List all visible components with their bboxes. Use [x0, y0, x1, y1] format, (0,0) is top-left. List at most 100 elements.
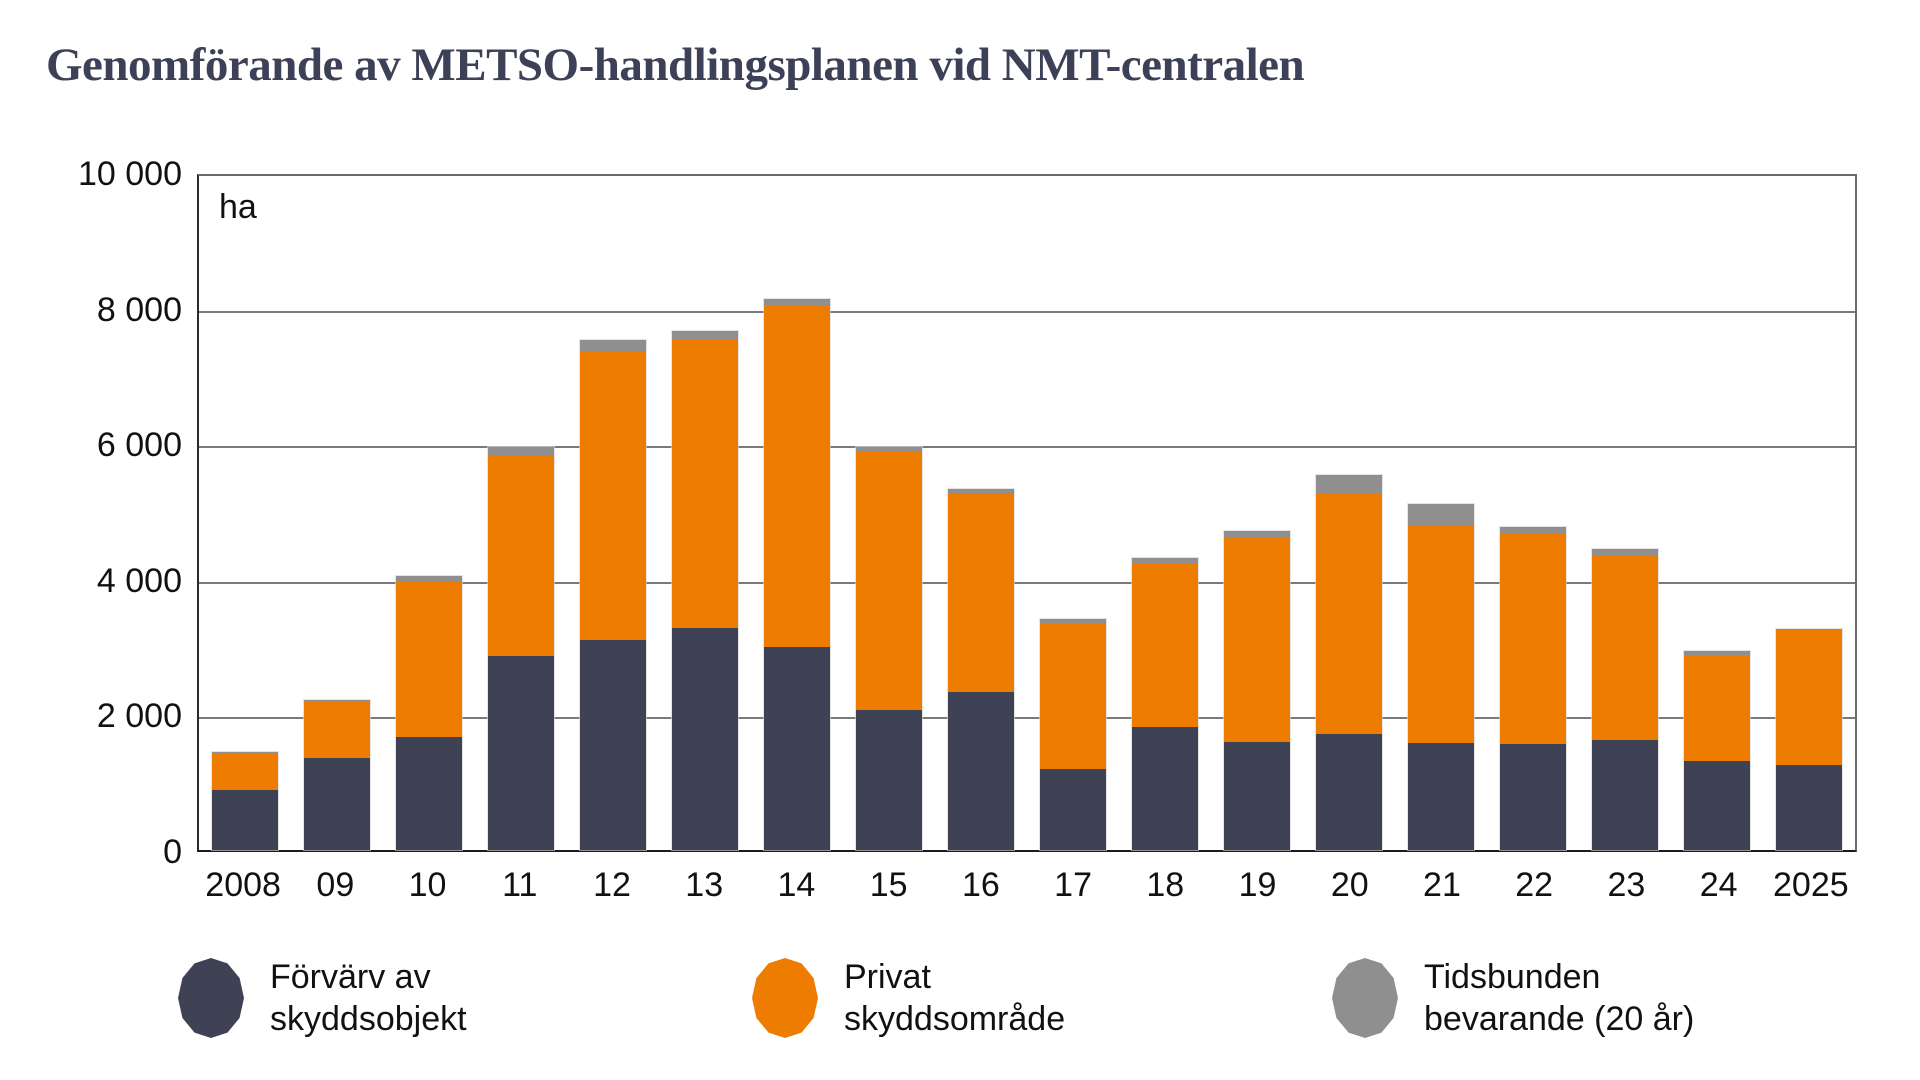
bar-segment-2025-orange: [1776, 629, 1842, 765]
stacked-bar-14: [764, 299, 830, 850]
bar-slot-14: [751, 176, 843, 850]
x-tick-label-14: 14: [777, 866, 816, 904]
bar-segment-22-orange: [1500, 533, 1566, 744]
bar-segment-13-orange: [672, 340, 738, 628]
legend-label-gray: Tidsbunden bevarande (20 år): [1424, 958, 1695, 1038]
y-tick-label-10000: 10 000: [78, 155, 182, 193]
bar-segment-10-navy: [396, 736, 462, 850]
bar-slot-13: [659, 176, 751, 850]
stacked-bar-10: [396, 575, 462, 850]
bar-segment-15-orange: [856, 452, 922, 710]
bar-segment-2008-gray: [212, 751, 278, 754]
y-tick-label-0: 0: [163, 833, 182, 871]
legend-marker-navy-icon: [178, 958, 244, 1038]
bar-segment-15-navy: [856, 709, 922, 850]
x-tick-label-17: 17: [1054, 866, 1092, 904]
x-tick-label-2008: 2008: [205, 866, 281, 904]
stacked-bar-22: [1500, 527, 1566, 850]
bar-segment-18-navy: [1132, 727, 1198, 850]
bar-slot-15: [843, 176, 935, 850]
bar-segment-11-navy: [488, 656, 554, 850]
bar-segment-23-orange: [1592, 554, 1658, 740]
bar-slot-12: [567, 176, 659, 850]
bar-segment-14-orange: [764, 306, 830, 647]
legend-item-gray: Tidsbunden bevarande (20 år): [1332, 956, 1694, 1040]
bar-segment-23-navy: [1592, 739, 1658, 850]
bar-slot-18: [1119, 176, 1211, 850]
grid-line-8000: [199, 310, 1855, 313]
bar-segment-17-gray: [1040, 619, 1106, 623]
stacked-bar-21: [1408, 503, 1474, 850]
bar-slot-09: [291, 176, 383, 850]
bar-segment-13-gray: [672, 330, 738, 341]
bar-slot-22: [1487, 176, 1579, 850]
bar-segment-12-gray: [580, 339, 646, 352]
bar-segment-2025-navy: [1776, 764, 1842, 850]
bar-segment-23-gray: [1592, 548, 1658, 555]
chart-legend: Förvärv av skyddsobjekt Privat skyddsområde…: [0, 946, 1920, 1066]
bar-segment-18-gray: [1132, 557, 1198, 564]
stacked-bar-17: [1040, 619, 1106, 850]
y-axis-unit-label: ha: [219, 188, 257, 226]
bar-segment-13-navy: [672, 627, 738, 850]
stacked-bar-24: [1684, 651, 1750, 850]
stacked-bar-15: [856, 446, 922, 850]
legend-marker-orange-icon: [752, 958, 818, 1038]
x-tick-label-19: 19: [1238, 866, 1277, 904]
y-tick-label-4000: 4 000: [96, 561, 182, 600]
bar-segment-17-navy: [1040, 768, 1106, 850]
bar-segment-24-gray: [1684, 651, 1750, 655]
bar-slot-2008: [199, 176, 291, 850]
bar-segment-24-navy: [1684, 761, 1750, 850]
y-tick-label-6000: 6 000: [96, 426, 182, 465]
bar-segment-21-navy: [1408, 742, 1474, 850]
bar-segment-22-gray: [1500, 527, 1566, 534]
bar-slot-2025: [1763, 176, 1855, 850]
bar-segment-16-gray: [948, 488, 1014, 494]
bar-segment-16-orange: [948, 493, 1014, 692]
bar-segment-19-orange: [1224, 536, 1290, 743]
x-tick-label-13: 13: [685, 866, 724, 904]
bar-segment-09-gray: [304, 700, 370, 703]
x-tick-label-11: 11: [502, 866, 538, 904]
bar-slot-23: [1579, 176, 1671, 850]
legend-label-navy: Förvärv av skyddsobjekt: [270, 958, 467, 1038]
stacked-bar-19: [1224, 531, 1290, 850]
stacked-bar-2008: [212, 751, 278, 850]
stacked-bar-09: [304, 700, 370, 850]
stacked-bar-20: [1316, 475, 1382, 850]
bar-segment-2008-navy: [212, 789, 278, 850]
bar-segment-24-orange: [1684, 654, 1750, 762]
bar-segment-20-orange: [1316, 494, 1382, 735]
stacked-bar-12: [580, 339, 646, 850]
x-tick-label-09: 09: [316, 866, 355, 904]
bar-segment-09-orange: [304, 702, 370, 758]
x-tick-label-24: 24: [1699, 866, 1738, 904]
bar-slot-19: [1211, 176, 1303, 850]
x-tick-label-22: 22: [1515, 866, 1554, 904]
bar-segment-20-gray: [1316, 475, 1382, 495]
y-tick-label-8000: 8 000: [96, 290, 182, 329]
y-tick-label-2000: 2 000: [96, 697, 182, 736]
bar-segment-18-orange: [1132, 563, 1198, 728]
stacked-bar-13: [672, 330, 738, 850]
x-tick-label-20: 20: [1330, 866, 1369, 904]
bar-segment-21-gray: [1408, 503, 1474, 525]
bar-slot-21: [1395, 176, 1487, 850]
x-tick-label-16: 16: [961, 866, 1000, 904]
bar-slot-17: [1027, 176, 1119, 850]
bar-segment-22-navy: [1500, 743, 1566, 850]
x-axis-labels: 2008 09 10 11 12 13 14 15 16 17 18 19 20 21 22 23 24 2025: [197, 866, 1857, 905]
bar-segment-09-navy: [304, 757, 370, 850]
stacked-bar-2025: [1776, 629, 1842, 850]
bar-slot-16: [935, 176, 1027, 850]
bar-segment-19-gray: [1224, 531, 1290, 537]
x-tick-label-12: 12: [593, 866, 631, 904]
x-tick-label-21: 21: [1423, 866, 1461, 904]
x-tick-label-18: 18: [1146, 866, 1185, 904]
legend-label-orange: Privat skyddsområde: [844, 958, 1066, 1038]
bar-slot-10: [383, 176, 475, 850]
bar-segment-12-orange: [580, 351, 646, 640]
bar-segment-16-navy: [948, 692, 1014, 850]
